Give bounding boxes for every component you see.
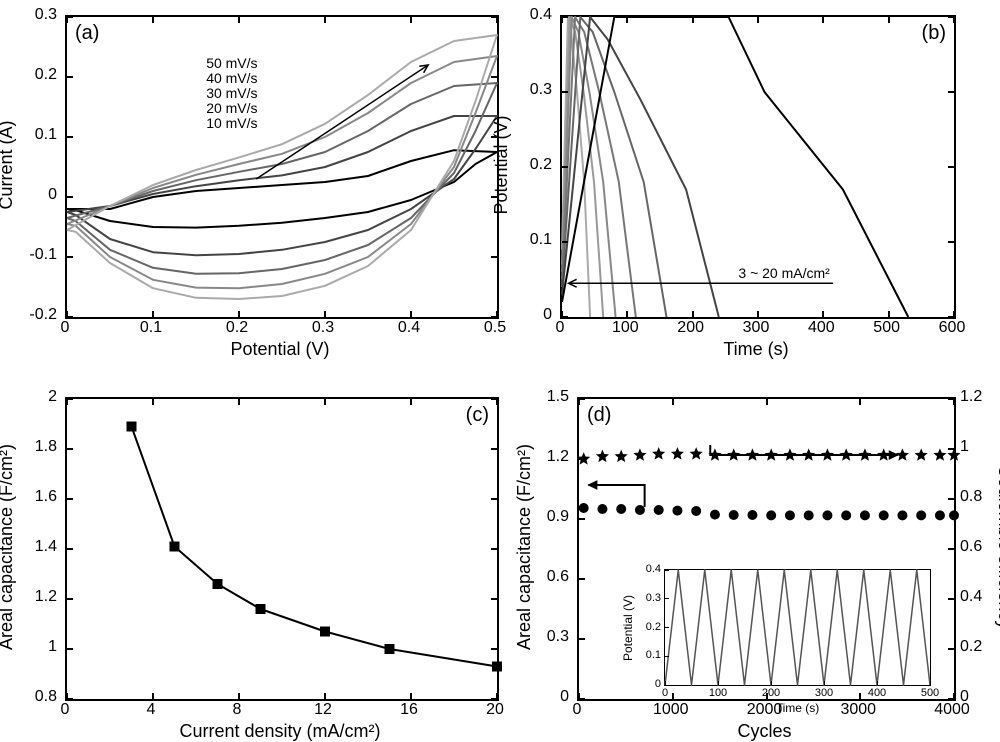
scan-label: 10 mV/s (206, 115, 257, 131)
panel-letter-a: (a) (75, 22, 99, 45)
panel-a: 50 mV/s40 mV/s30 mV/s20 mV/s10 mV/s (a) (65, 15, 499, 319)
ytick-left: 0 (560, 688, 569, 706)
inset-ylabel: Potential (V) (621, 594, 635, 660)
inset-xtick: 500 (921, 687, 939, 699)
rate-annotation: 3 ~ 20 mA/cm² (738, 265, 829, 281)
ytick-right: 0.8 (960, 488, 982, 506)
xtick: 200 (677, 319, 704, 337)
inset-xtick: 300 (815, 687, 833, 699)
ylabel-right: Coulombic efficiency (994, 465, 1000, 630)
xtick: 0.5 (484, 319, 506, 337)
panel-letter-b: (b) (922, 22, 946, 45)
inset-ytick: 0.2 (646, 621, 661, 633)
ytick: 1.6 (35, 488, 57, 506)
panel-letter-c: (c) (466, 404, 489, 427)
xtick: 0 (61, 701, 70, 719)
ytick-left: 0.3 (547, 628, 569, 646)
scan-label: 40 mV/s (206, 70, 257, 86)
scan-label: 20 mV/s (206, 100, 257, 116)
ylabel: Potential (V) (491, 115, 512, 214)
xtick: 4 (147, 701, 156, 719)
ytick-right: 1 (960, 438, 969, 456)
ytick: 0.8 (35, 688, 57, 706)
xtick: 16 (400, 701, 418, 719)
inset-ytick: 0.3 (646, 592, 661, 604)
ylabel: Current (A) (0, 120, 17, 209)
ytick-left: 0.6 (547, 568, 569, 586)
ytick: 0 (48, 186, 57, 204)
ytick: 0.2 (530, 156, 552, 174)
xtick: 3000 (840, 701, 876, 719)
xtick: 0 (556, 319, 565, 337)
ytick-left: 1.2 (547, 448, 569, 466)
ytick: 1 (48, 638, 57, 656)
xlabel: Current density (mA/cm²) (179, 721, 380, 742)
ytick-right: 0.2 (960, 638, 982, 656)
ytick: 0.3 (35, 6, 57, 24)
xtick: 0 (573, 701, 582, 719)
ytick: 1.2 (35, 588, 57, 606)
ylabel: Areal capacitance (F/cm²) (0, 444, 17, 650)
ytick: 1.8 (35, 438, 57, 456)
xtick: 300 (743, 319, 770, 337)
xtick: 20 (486, 701, 504, 719)
xtick: 0.4 (398, 319, 420, 337)
panel-letter-d: (d) (587, 404, 611, 427)
xtick: 12 (314, 701, 332, 719)
ytick: 0.2 (35, 66, 57, 84)
ytick-right: 0 (960, 688, 969, 706)
xlabel: Potential (V) (230, 339, 329, 360)
xtick: 2000 (747, 701, 783, 719)
xtick: 400 (808, 319, 835, 337)
ylabel-left: Areal capacitance (F/cm²) (514, 444, 535, 650)
ytick: 0.4 (530, 6, 552, 24)
panel-c: (c) (65, 397, 499, 701)
xtick: 8 (233, 701, 242, 719)
ytick-right: 0.6 (960, 538, 982, 556)
ytick: -0.2 (29, 306, 57, 324)
panel-b: 3 ~ 20 mA/cm² (b) (560, 15, 956, 319)
ytick: -0.1 (29, 246, 57, 264)
xtick: 600 (939, 319, 966, 337)
ytick: 0.1 (35, 126, 57, 144)
xlabel: Time (s) (723, 339, 788, 360)
inset-xtick: 100 (709, 687, 727, 699)
inset-ytick: 0 (655, 678, 661, 690)
xtick: 500 (873, 319, 900, 337)
panel-d: (d) 010020030040050000.10.20.30.4Time (s)… (577, 397, 956, 701)
figure: 50 mV/s40 mV/s30 mV/s20 mV/s10 mV/s(a)00… (0, 0, 1000, 741)
ytick: 0.3 (530, 81, 552, 99)
ytick: 0.1 (530, 231, 552, 249)
xlabel: Cycles (737, 721, 791, 742)
inset-ytick: 0.1 (646, 649, 661, 661)
ytick-right: 0.4 (960, 588, 982, 606)
xtick: 0 (61, 319, 70, 337)
ytick-right: 1.2 (960, 388, 982, 406)
inset-xtick: 400 (868, 687, 886, 699)
xtick: 100 (612, 319, 639, 337)
xtick: 1000 (653, 701, 689, 719)
ytick: 2 (48, 388, 57, 406)
ytick-left: 1.5 (547, 388, 569, 406)
ytick: 0 (543, 306, 552, 324)
scan-label: 50 mV/s (206, 55, 257, 71)
inset-xtick: 0 (662, 687, 668, 699)
scan-label: 30 mV/s (206, 85, 257, 101)
xtick: 0.2 (226, 319, 248, 337)
ytick-left: 0.9 (547, 508, 569, 526)
xtick: 0.1 (140, 319, 162, 337)
ytick: 1.4 (35, 538, 57, 556)
panel-d-inset: 010020030040050000.10.20.30.4Time (s)Pot… (664, 569, 931, 686)
inset-ytick: 0.4 (646, 563, 661, 575)
xtick: 0.3 (312, 319, 334, 337)
inset-xtick: 200 (762, 687, 780, 699)
